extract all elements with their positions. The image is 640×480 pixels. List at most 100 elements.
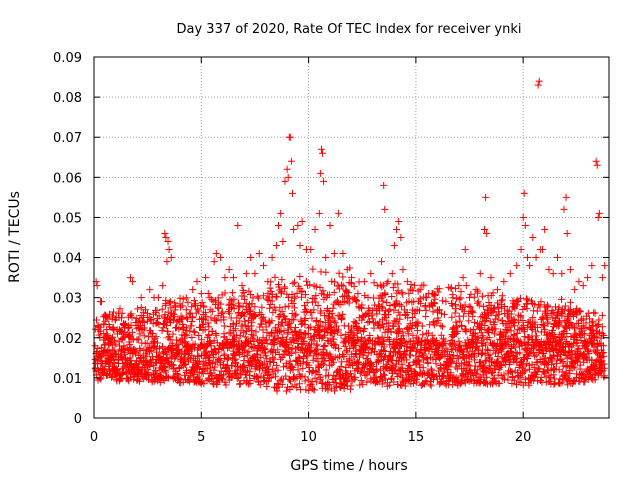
data-point [438, 340, 446, 348]
data-point [122, 355, 130, 363]
data-point [105, 346, 113, 354]
data-point [166, 316, 174, 324]
data-point [528, 324, 536, 332]
data-point [281, 177, 289, 185]
data-point [239, 329, 247, 337]
data-point [282, 372, 290, 380]
data-point [521, 354, 529, 362]
data-point [524, 318, 532, 326]
data-point [195, 307, 203, 315]
x-tick-label: 5 [197, 430, 205, 445]
data-point [565, 376, 573, 384]
data-point [182, 294, 190, 302]
data-point [422, 354, 430, 362]
data-point [566, 369, 574, 377]
data-point [391, 363, 399, 371]
data-point [139, 326, 147, 334]
data-point [474, 289, 482, 297]
data-point [273, 380, 281, 388]
data-point [163, 354, 171, 362]
data-point [137, 303, 145, 311]
data-points [91, 77, 609, 395]
data-point [220, 330, 228, 338]
data-point [287, 362, 295, 370]
data-point [356, 353, 364, 361]
data-point [121, 320, 129, 328]
data-point [329, 304, 337, 312]
data-point [381, 328, 389, 336]
data-point [311, 374, 319, 382]
data-point [482, 316, 490, 324]
data-point [137, 312, 145, 320]
data-point [181, 361, 189, 369]
data-point [418, 281, 426, 289]
data-point [537, 315, 545, 323]
data-point [439, 323, 447, 331]
data-point [572, 339, 580, 347]
data-point [513, 296, 521, 304]
data-point [383, 279, 391, 287]
data-point [208, 328, 216, 336]
data-point [367, 270, 375, 278]
data-point [600, 352, 608, 360]
data-point [133, 314, 141, 322]
data-point [218, 309, 226, 317]
data-point [503, 312, 511, 320]
data-point [541, 225, 549, 233]
data-point [247, 254, 255, 262]
data-point [248, 318, 256, 326]
data-point [330, 300, 338, 308]
data-point [350, 282, 358, 290]
data-point [486, 351, 494, 359]
data-point [413, 334, 421, 342]
data-point [129, 278, 137, 286]
data-point [270, 335, 278, 343]
data-point [206, 306, 214, 314]
data-point [184, 298, 192, 306]
data-point [262, 352, 270, 360]
data-point [519, 213, 527, 221]
data-point [283, 165, 291, 173]
data-point [342, 346, 350, 354]
data-point [217, 316, 225, 324]
data-point [335, 366, 343, 374]
data-point [110, 354, 118, 362]
data-point [520, 321, 528, 329]
data-point [300, 339, 308, 347]
data-point [299, 334, 307, 342]
data-point [452, 285, 460, 293]
data-point [262, 323, 270, 331]
data-point [205, 374, 213, 382]
data-point [292, 310, 300, 318]
data-point [411, 339, 419, 347]
data-point [319, 287, 327, 295]
data-point [365, 336, 373, 344]
data-point [259, 313, 267, 321]
data-point [164, 359, 172, 367]
data-point [411, 368, 419, 376]
data-point [312, 298, 320, 306]
data-point [411, 321, 419, 329]
data-point [376, 350, 384, 358]
data-point [535, 77, 543, 85]
data-point [240, 289, 248, 297]
data-point [206, 360, 214, 368]
data-point [186, 355, 194, 363]
data-point [439, 297, 447, 305]
data-point [116, 305, 124, 313]
data-point [487, 274, 495, 282]
data-point [189, 314, 197, 322]
data-point [240, 343, 248, 351]
data-point [538, 246, 546, 254]
data-point [520, 189, 528, 197]
data-point [325, 381, 333, 389]
data-point [416, 286, 424, 294]
data-point [358, 316, 366, 324]
data-point [336, 383, 344, 391]
data-point [164, 238, 172, 246]
data-point [432, 360, 440, 368]
data-point [327, 354, 335, 362]
data-point [294, 221, 302, 229]
data-point [595, 316, 603, 324]
data-point [390, 242, 398, 250]
